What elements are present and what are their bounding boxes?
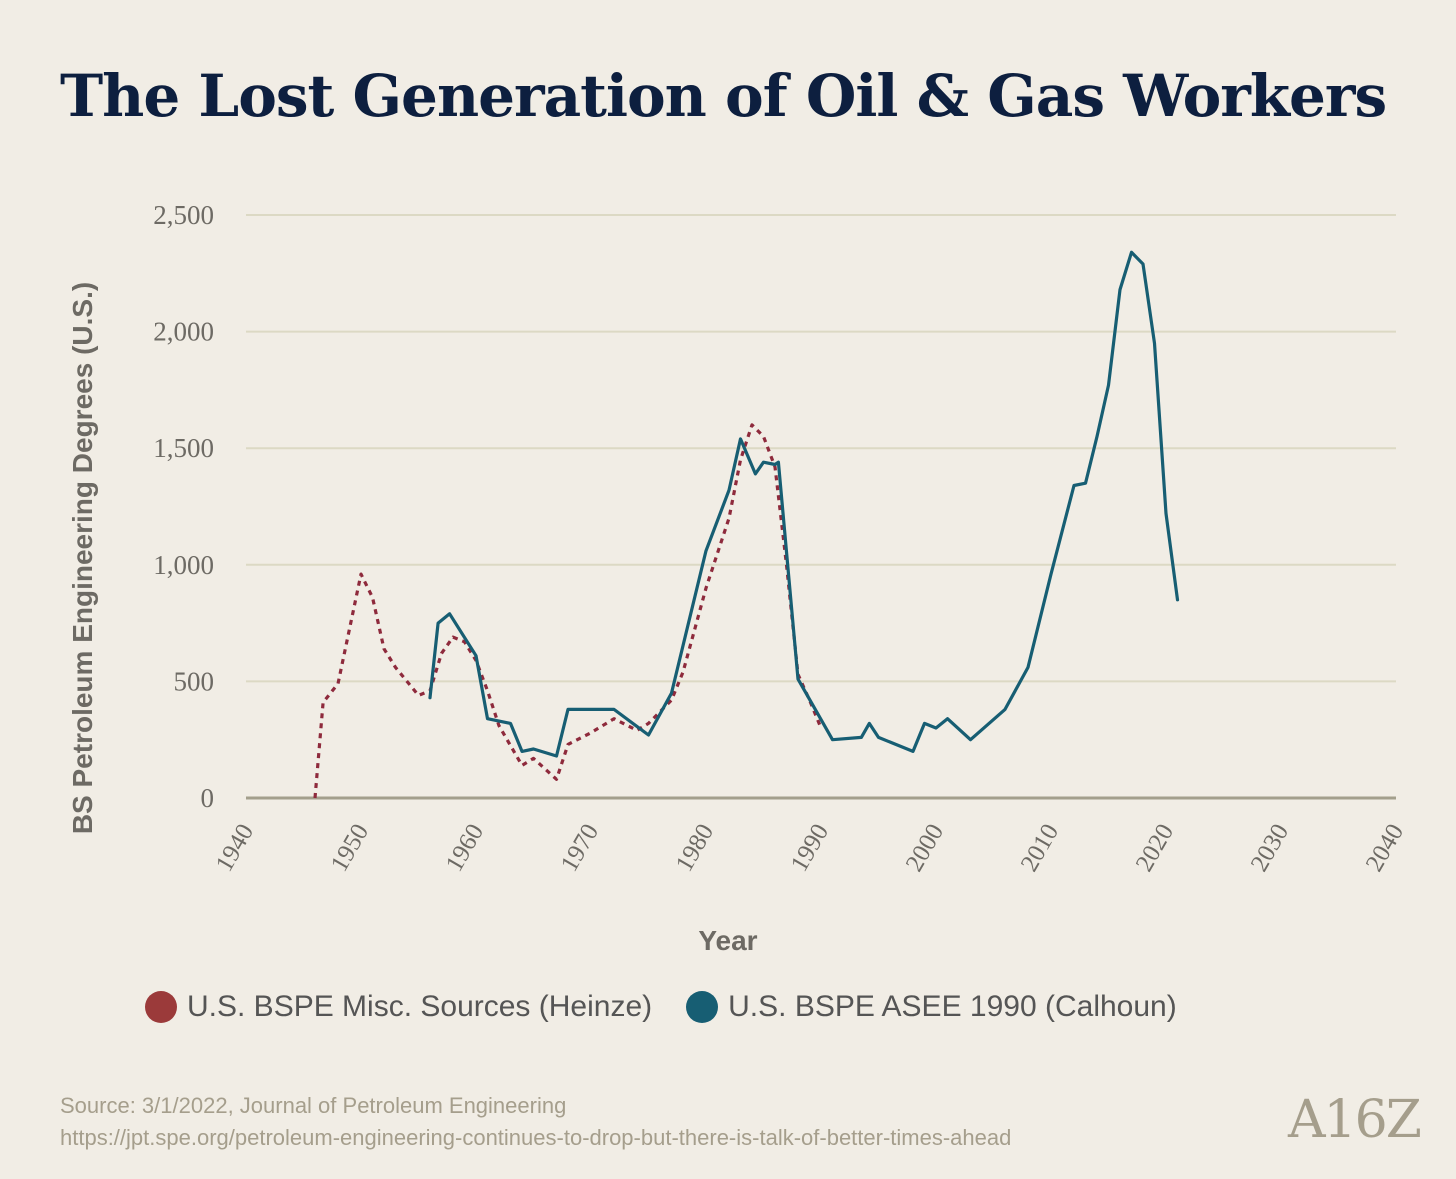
x-tick-label: 1980 xyxy=(671,820,719,877)
x-tick-label: 1960 xyxy=(441,820,489,877)
y-tick-label: 500 xyxy=(174,666,215,696)
series-lines xyxy=(313,250,1180,799)
x-axis: 1940 1950 1960 1970 1980 1990 2000 2010 2020 2030… xyxy=(211,820,1409,877)
x-tick-label: 1950 xyxy=(326,820,374,877)
x-tick-label: 2030 xyxy=(1246,820,1294,877)
x-tick-label: 2020 xyxy=(1131,820,1179,877)
source-citation: Source: 3/1/2022, Journal of Petroleum E… xyxy=(60,1093,567,1118)
y-tick-label: 1,500 xyxy=(153,433,214,463)
a16z-logo: A16Z xyxy=(1288,1090,1422,1150)
source-url[interactable]: https://jpt.spe.org/petroleum-engineerin… xyxy=(60,1125,1012,1150)
legend-item-calhoun: U.S. BSPE ASEE 1990 (Calhoun) xyxy=(686,990,1177,1024)
series-line-calhoun xyxy=(428,250,1180,758)
legend: U.S. BSPE Misc. Sources (Heinze) U.S. BS… xyxy=(145,990,1177,1024)
source-note: Source: 3/1/2022, Journal of Petroleum E… xyxy=(60,1090,1011,1154)
legend-label-calhoun: U.S. BSPE ASEE 1990 (Calhoun) xyxy=(728,990,1177,1023)
y-axis: 0 500 1,000 1,500 2,000 2,500 xyxy=(153,200,214,813)
legend-swatch-calhoun xyxy=(686,991,719,1023)
legend-item-heinze: U.S. BSPE Misc. Sources (Heinze) xyxy=(145,990,652,1024)
y-tick-label: 2,000 xyxy=(153,317,214,347)
x-tick-label: 2000 xyxy=(901,820,949,877)
y-tick-label: 0 xyxy=(201,783,215,813)
gridlines xyxy=(246,214,1396,800)
legend-swatch-heinze xyxy=(145,991,177,1023)
legend-label-heinze: U.S. BSPE Misc. Sources (Heinze) xyxy=(187,990,653,1023)
y-axis-label: BS Petroleum Engineering Degrees (U.S.) xyxy=(67,282,98,834)
x-tick-label: 1970 xyxy=(556,820,604,877)
chart-title: The Lost Generation of Oil & Gas Workers xyxy=(60,62,1387,130)
x-tick-label: 1990 xyxy=(786,820,834,877)
x-tick-label: 1940 xyxy=(211,820,259,877)
x-tick-label: 2010 xyxy=(1016,820,1064,877)
y-tick-label: 2,500 xyxy=(153,200,214,230)
series-line-heinze xyxy=(313,423,823,799)
x-tick-label: 2040 xyxy=(1361,820,1409,877)
y-tick-label: 1,000 xyxy=(153,550,214,580)
x-axis-label: Year xyxy=(698,925,757,956)
